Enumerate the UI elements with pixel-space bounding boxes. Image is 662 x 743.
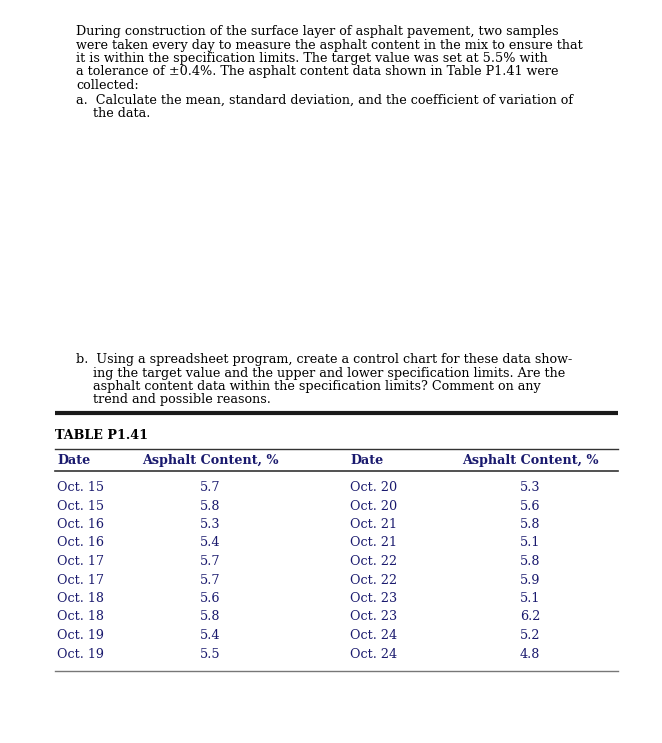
Text: Oct. 24: Oct. 24 [350, 629, 397, 642]
Text: the data.: the data. [93, 107, 150, 120]
Text: Asphalt Content, %: Asphalt Content, % [142, 454, 278, 467]
Text: 5.3: 5.3 [200, 518, 220, 531]
Text: Oct. 23: Oct. 23 [350, 611, 397, 623]
Text: Oct. 21: Oct. 21 [350, 536, 397, 550]
Text: 5.8: 5.8 [200, 499, 220, 513]
Text: asphalt content data within the specification limits? Comment on any: asphalt content data within the specific… [93, 380, 541, 393]
Text: 5.5: 5.5 [200, 647, 220, 661]
Text: Oct. 15: Oct. 15 [57, 499, 104, 513]
Text: were taken every day to measure the asphalt content in the mix to ensure that: were taken every day to measure the asph… [76, 39, 583, 51]
Text: Oct. 17: Oct. 17 [57, 574, 104, 586]
Text: During construction of the surface layer of asphalt pavement, two samples: During construction of the surface layer… [76, 25, 559, 38]
Text: b.  Using a spreadsheet program, create a control chart for these data show-: b. Using a spreadsheet program, create a… [76, 353, 572, 366]
Text: 5.8: 5.8 [520, 555, 540, 568]
Text: Oct. 20: Oct. 20 [350, 481, 397, 494]
Text: 5.3: 5.3 [520, 481, 540, 494]
Text: Oct. 18: Oct. 18 [57, 592, 104, 605]
Text: Oct. 24: Oct. 24 [350, 647, 397, 661]
Text: 5.1: 5.1 [520, 536, 540, 550]
Text: 5.4: 5.4 [200, 536, 220, 550]
Text: 5.6: 5.6 [520, 499, 540, 513]
Text: Oct. 15: Oct. 15 [57, 481, 104, 494]
Text: ing the target value and the upper and lower specification limits. Are the: ing the target value and the upper and l… [93, 366, 565, 380]
Text: TABLE P1.41: TABLE P1.41 [55, 429, 148, 442]
Text: 5.1: 5.1 [520, 592, 540, 605]
Text: Oct. 19: Oct. 19 [57, 647, 104, 661]
Text: Date: Date [350, 454, 383, 467]
Text: Oct. 20: Oct. 20 [350, 499, 397, 513]
Text: 4.8: 4.8 [520, 647, 540, 661]
Text: a tolerance of ±0.4%. The asphalt content data shown in Table P1.41 were: a tolerance of ±0.4%. The asphalt conten… [76, 65, 559, 79]
Text: 5.8: 5.8 [200, 611, 220, 623]
Text: Oct. 16: Oct. 16 [57, 518, 104, 531]
Text: Oct. 21: Oct. 21 [350, 518, 397, 531]
Text: 5.7: 5.7 [200, 555, 220, 568]
Text: Oct. 19: Oct. 19 [57, 629, 104, 642]
Text: 6.2: 6.2 [520, 611, 540, 623]
Text: trend and possible reasons.: trend and possible reasons. [93, 394, 271, 406]
Text: 5.2: 5.2 [520, 629, 540, 642]
Text: Oct. 17: Oct. 17 [57, 555, 104, 568]
Text: 5.8: 5.8 [520, 518, 540, 531]
Text: 5.6: 5.6 [200, 592, 220, 605]
Text: it is within the specification limits. The target value was set at 5.5% with: it is within the specification limits. T… [76, 52, 547, 65]
Text: a.  Calculate the mean, standard deviation, and the coefficient of variation of: a. Calculate the mean, standard deviatio… [76, 94, 573, 106]
Text: Oct. 18: Oct. 18 [57, 611, 104, 623]
Text: Oct. 22: Oct. 22 [350, 555, 397, 568]
Text: 5.7: 5.7 [200, 481, 220, 494]
Text: Oct. 23: Oct. 23 [350, 592, 397, 605]
Text: Oct. 22: Oct. 22 [350, 574, 397, 586]
Text: 5.7: 5.7 [200, 574, 220, 586]
Text: Asphalt Content, %: Asphalt Content, % [462, 454, 598, 467]
Text: collected:: collected: [76, 79, 139, 92]
Text: Date: Date [57, 454, 90, 467]
Text: Oct. 16: Oct. 16 [57, 536, 104, 550]
Text: 5.9: 5.9 [520, 574, 540, 586]
Text: 5.4: 5.4 [200, 629, 220, 642]
